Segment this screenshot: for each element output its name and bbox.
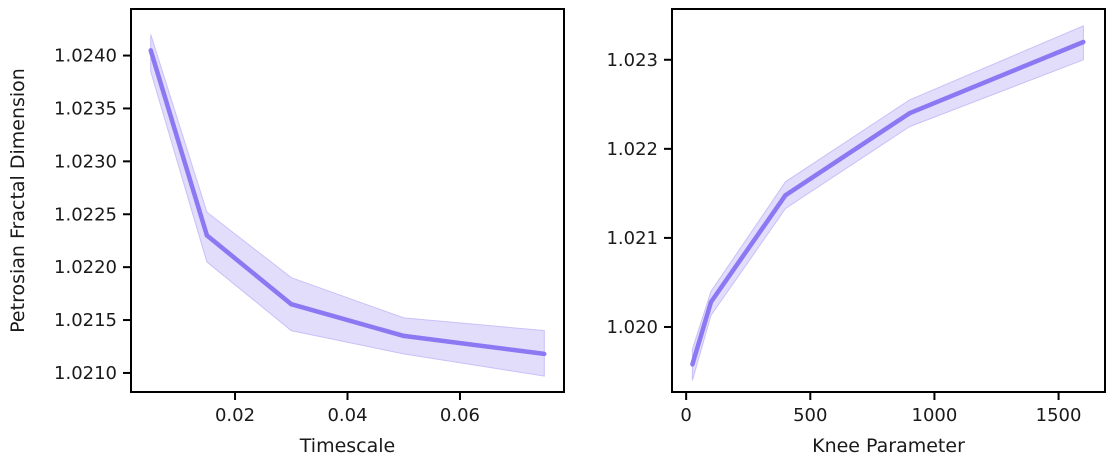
y-tick-label: 1.0225 [54, 204, 117, 225]
confidence-band [150, 34, 545, 377]
y-tick-label: 1.0235 [54, 98, 117, 119]
y-tick-label: 1.022 [606, 139, 658, 160]
data-point [1081, 39, 1086, 45]
data-point [542, 351, 547, 357]
knee-parameter-chart: 0 500 1000 1500 1.020 1.021 1.022 1.023 Knee Par… [606, 8, 1106, 457]
x-tick-label: 1000 [912, 405, 958, 426]
plot-frame [671, 8, 1106, 393]
y-tick-label: 1.0230 [54, 151, 117, 172]
x-tick-label: 0.06 [440, 405, 480, 426]
data-point [708, 299, 714, 305]
y-tick-label: 1.023 [606, 50, 658, 71]
confidence-band [691, 25, 1084, 381]
y-tick-label: 1.0220 [54, 257, 117, 278]
y-axis-label: Petrosian Fractal Dimension [7, 68, 29, 333]
y-tick-label: 1.021 [606, 228, 658, 249]
x-tick-label: 0 [680, 405, 691, 426]
x-tick-label: 0.02 [215, 405, 255, 426]
data-point [148, 48, 153, 53]
data-point [204, 233, 210, 238]
data-point [783, 193, 788, 198]
x-tick-label: 500 [793, 405, 827, 426]
data-point [690, 362, 695, 367]
timescale-chart: 0.02 0.04 0.06 1.0210 1.0215 1.0220 1.0225 1.02… [7, 8, 565, 457]
data-point [907, 111, 912, 116]
y-tick-label: 1.0215 [54, 310, 117, 331]
series-line [690, 39, 1085, 366]
data-point [401, 333, 406, 339]
data-point [289, 302, 294, 307]
y-tick-label: 1.0210 [54, 363, 117, 384]
x-axis-label: Knee Parameter [812, 435, 965, 457]
x-tick-label: 1500 [1036, 405, 1082, 426]
y-tick-label: 1.0240 [54, 46, 117, 67]
x-axis-label: Timescale [299, 435, 395, 457]
y-tick-label: 1.020 [606, 317, 658, 338]
x-tick-label: 0.04 [327, 405, 367, 426]
